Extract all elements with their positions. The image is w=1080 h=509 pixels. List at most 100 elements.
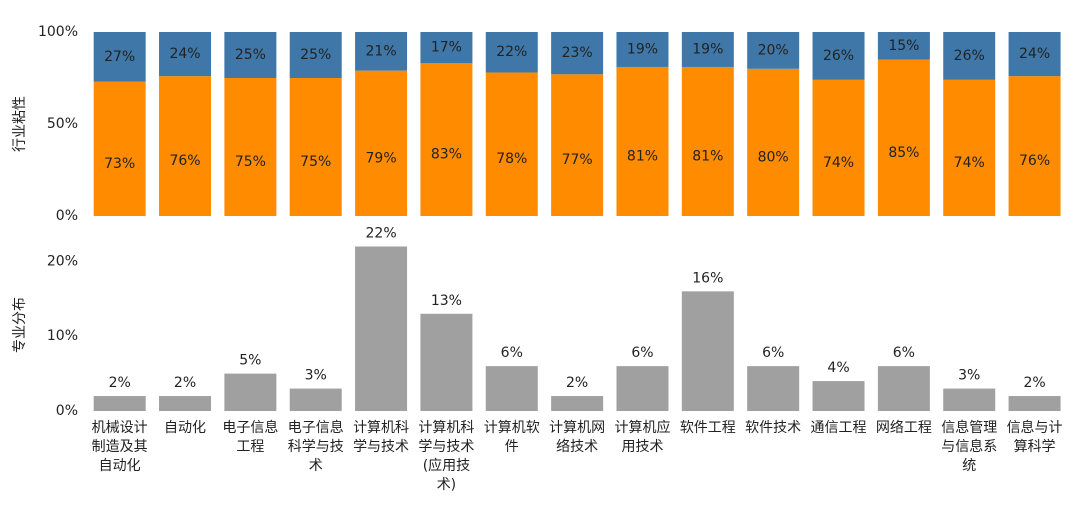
value-label: 2% [174, 375, 196, 391]
bar-segment [747, 68, 800, 216]
x-tick-label: 信息与计算科学 [1007, 419, 1063, 455]
bar [355, 246, 408, 411]
bar-segment [616, 66, 669, 217]
bar-segment [485, 32, 538, 73]
bar [224, 373, 277, 411]
bar-segment [877, 32, 930, 60]
value-label: 80% [758, 149, 789, 165]
bar-segment [551, 74, 604, 216]
x-tick-label: 计算机科学与技术(应用技术) [418, 420, 474, 493]
value-label: 81% [627, 148, 658, 164]
bar-segment [355, 70, 408, 216]
bar-segment [551, 32, 604, 75]
bar-segment [1008, 32, 1061, 77]
bar-segment [812, 79, 865, 216]
bar-segment [289, 32, 342, 78]
x-tick-label: 计算机科学与技术 [353, 420, 409, 455]
x-tick-label: 机械设计制造及其自动化 [92, 420, 148, 474]
value-label: 76% [1019, 153, 1050, 169]
value-label: 77% [562, 152, 593, 168]
x-tick-label: 自动化 [164, 420, 206, 436]
value-label: 78% [496, 151, 527, 167]
bar-segment [355, 32, 408, 71]
value-label: 73% [104, 156, 135, 172]
bar-segment [943, 79, 996, 216]
y-tick-label: 0% [56, 208, 78, 224]
bar-segment [224, 32, 277, 78]
value-label: 74% [823, 155, 854, 171]
y-tick-label: 10% [47, 328, 78, 344]
y-axis-label: 专业分布 [12, 297, 28, 353]
bar [159, 396, 212, 411]
value-label: 81% [692, 148, 723, 164]
bar-segment [420, 63, 473, 216]
y-axis-label: 行业粘性 [12, 96, 28, 152]
value-label: 20% [758, 42, 789, 58]
x-tick-label: 通信工程 [811, 420, 867, 436]
bar-segment [681, 32, 734, 67]
value-label: 6% [631, 345, 653, 361]
value-label: 24% [1019, 46, 1050, 62]
x-tick-label: 电子信息工程 [222, 419, 278, 455]
bar-segment [224, 78, 277, 216]
value-label: 2% [109, 375, 131, 391]
value-label: 22% [366, 225, 397, 241]
value-label: 75% [235, 154, 266, 170]
bar-segment [877, 59, 930, 216]
value-label: 83% [431, 147, 462, 163]
value-label: 4% [827, 360, 849, 376]
value-label: 17% [431, 40, 462, 56]
value-label: 23% [562, 45, 593, 61]
value-label: 2% [1023, 375, 1045, 391]
bar-segment [812, 32, 865, 80]
bar [877, 366, 930, 411]
value-label: 15% [888, 38, 919, 54]
bar-segment [1008, 76, 1061, 216]
value-label: 5% [239, 353, 261, 369]
bar [289, 388, 342, 411]
y-tick-label: 20% [47, 253, 78, 269]
value-label: 76% [169, 153, 200, 169]
y-tick-label: 50% [47, 116, 78, 132]
value-label: 25% [235, 47, 266, 63]
value-label: 6% [501, 345, 523, 361]
bar [485, 366, 538, 411]
value-label: 26% [823, 48, 854, 64]
value-label: 79% [366, 150, 397, 166]
value-label: 25% [300, 47, 331, 63]
x-tick-label: 计算机软件 [484, 420, 540, 455]
value-label: 22% [496, 44, 527, 60]
y-tick-label: 100% [38, 24, 78, 40]
bar-segment [747, 32, 800, 69]
x-tick-label: 软件工程 [680, 420, 736, 436]
value-label: 26% [954, 48, 985, 64]
bar-segment [681, 66, 734, 217]
bar-segment [93, 32, 146, 82]
x-tick-label: 信息管理与信息系统 [941, 419, 997, 474]
value-label: 6% [893, 345, 915, 361]
x-tick-label: 软件技术 [745, 420, 801, 436]
bar [420, 313, 473, 411]
bar-segment [943, 32, 996, 80]
bar [943, 388, 996, 411]
value-label: 16% [692, 270, 723, 286]
y-tick-label: 0% [56, 403, 78, 419]
value-label: 75% [300, 154, 331, 170]
x-tick-label: 网络工程 [876, 420, 932, 436]
value-label: 24% [169, 46, 200, 62]
bar-segment [485, 72, 538, 216]
bar [681, 291, 734, 411]
value-label: 13% [431, 293, 462, 309]
bar [616, 366, 669, 411]
value-label: 2% [566, 375, 588, 391]
bar [747, 366, 800, 411]
value-label: 21% [366, 43, 397, 59]
bar-segment [159, 32, 212, 77]
value-label: 85% [888, 145, 919, 161]
value-label: 3% [958, 368, 980, 384]
bar [1008, 396, 1061, 411]
value-label: 27% [104, 49, 135, 65]
x-tick-label: 计算机网络技术 [549, 420, 605, 455]
bar-segment [289, 78, 342, 216]
bar [812, 381, 865, 411]
